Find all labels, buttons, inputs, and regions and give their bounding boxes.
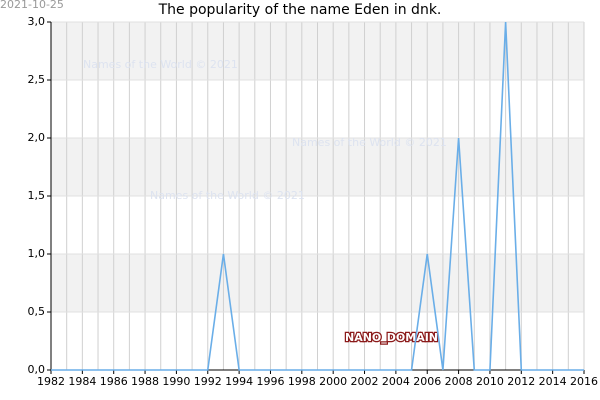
x-tick-label: 1992	[194, 375, 222, 388]
y-tick-label: 2,5	[28, 73, 46, 86]
x-tick-label: 2012	[507, 375, 535, 388]
date-stamp: 2021-10-25	[0, 0, 64, 11]
watermark: Names of the World © 2021	[150, 189, 305, 202]
y-tick-label: 2,0	[28, 131, 46, 144]
y-tick-label: 3,0	[28, 15, 46, 28]
x-tick-label: 2010	[476, 375, 504, 388]
x-tick-label: 2006	[413, 375, 441, 388]
x-tick-label: 2000	[319, 375, 347, 388]
domain-label: NANO_DOMAIN	[345, 331, 438, 344]
y-tick-label: 0,5	[28, 305, 46, 318]
x-tick-label: 1984	[68, 375, 96, 388]
series-line	[51, 21, 584, 371]
x-tick-label: 1998	[288, 375, 316, 388]
x-tick-label: 1994	[225, 375, 253, 388]
x-tick-label: 1986	[100, 375, 128, 388]
x-tick-label: 1996	[256, 375, 284, 388]
x-tick-label: 1990	[162, 375, 190, 388]
x-tick-label: 1982	[37, 375, 65, 388]
x-tick-label: 2004	[382, 375, 410, 388]
x-tick-label: 2008	[445, 375, 473, 388]
y-tick-label: 1,0	[28, 247, 46, 260]
y-tick-label: 0,0	[28, 363, 46, 376]
chart-title: The popularity of the name Eden in dnk.	[158, 2, 442, 18]
y-tick-label: 1,5	[28, 189, 46, 202]
x-tick-label: 2014	[539, 375, 567, 388]
x-tick-label: 2002	[351, 375, 379, 388]
watermark: Names of the World © 2021	[292, 136, 447, 149]
x-tick-label: 2016	[570, 375, 598, 388]
x-tick-label: 1988	[131, 375, 159, 388]
watermark: Names of the World © 2021	[83, 58, 238, 71]
